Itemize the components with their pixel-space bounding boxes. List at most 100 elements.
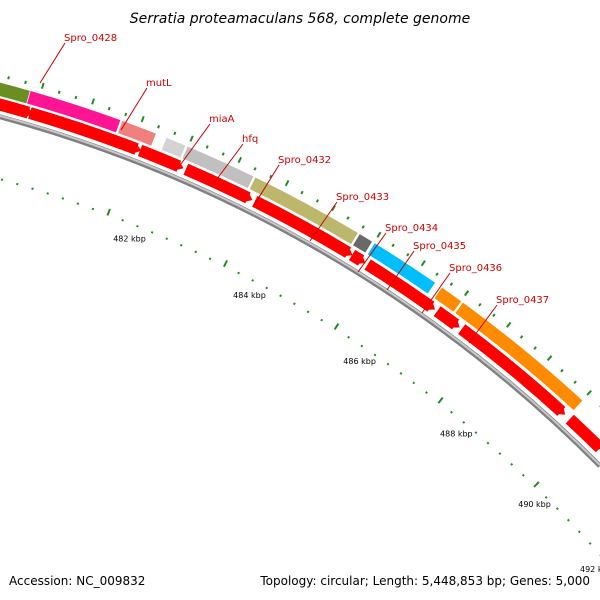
position-tick — [425, 391, 428, 394]
gene-block-spro-0433 — [0, 82, 600, 431]
position-tick — [555, 507, 559, 511]
gc-tick — [189, 135, 194, 142]
position-tick — [486, 441, 490, 445]
genome-summary-text: Topology: circular; Length: 5,448,853 bp… — [260, 574, 590, 588]
position-tick — [360, 344, 364, 348]
gc-tick — [406, 252, 410, 257]
position-tick — [588, 542, 592, 545]
gc-tick — [546, 355, 553, 362]
position-tick — [208, 257, 212, 261]
gene-label-leader — [180, 123, 211, 165]
position-tick — [223, 259, 228, 268]
cds-arrowhead — [342, 245, 353, 257]
cds-arrow — [0, 98, 600, 453]
gc-tick — [124, 112, 128, 117]
gc-tick — [269, 174, 273, 179]
gc-tick — [173, 131, 177, 136]
position-ticks: 482 kbp 484 kbp 486 kbp 488 kbp 490 kbp 492 k… — [0, 178, 600, 574]
cds-track — [0, 98, 600, 453]
gene-label: Spro_0437 — [496, 295, 549, 306]
position-tick — [333, 322, 340, 330]
gc-tick — [533, 346, 537, 350]
position-tick — [320, 318, 324, 322]
position-tick — [179, 243, 183, 247]
gene-block-mutl — [0, 82, 600, 431]
position-tick — [61, 197, 65, 200]
position-tick — [31, 187, 34, 190]
position-tick — [577, 530, 581, 534]
kbp-tick-label: 492 kbp — [580, 565, 600, 574]
position-tick — [91, 207, 95, 211]
cds-arrow — [0, 98, 600, 453]
gene-label-leader — [421, 272, 451, 314]
kbp-tick-label: 484 kbp — [233, 291, 266, 300]
gc-tick — [140, 115, 145, 123]
gc-tick — [7, 76, 10, 80]
position-tick — [533, 481, 540, 488]
gene-label-leader — [468, 304, 498, 344]
position-tick — [567, 518, 570, 522]
position-tick — [306, 310, 310, 314]
gc-tick — [331, 204, 336, 212]
gene-label: hfq — [242, 134, 258, 145]
gene-label-leader — [357, 232, 387, 273]
gc-tick — [284, 180, 290, 187]
kbp-tick-label: 486 kbp — [343, 357, 376, 366]
position-tick — [450, 410, 453, 414]
gc-tick — [573, 380, 577, 385]
gene-label: Spro_0428 — [64, 33, 117, 44]
position-tick — [544, 495, 548, 499]
position-tick — [437, 397, 444, 404]
gc-tick — [478, 302, 482, 307]
position-tick — [106, 208, 111, 216]
gene-label-leader — [39, 42, 66, 84]
gc-tick — [221, 152, 225, 156]
position-tick — [510, 462, 514, 466]
position-tick — [474, 431, 478, 435]
position-tick — [373, 353, 377, 357]
gc-tick — [107, 106, 111, 111]
cds-arrowhead — [555, 404, 566, 415]
gene-label: Spro_0435 — [413, 241, 466, 252]
position-tick — [76, 202, 80, 205]
gc-tick — [346, 216, 350, 220]
gc-tick — [492, 313, 496, 318]
gene-labels: Spro_0428 mutL miaA hfq Spro_0432 Spro_0433 Sp… — [39, 33, 549, 344]
gc-tick-track — [7, 76, 600, 408]
position-tick — [121, 219, 124, 222]
kbp-tick-label: 488 kbp — [440, 430, 473, 439]
position-tick — [399, 372, 403, 375]
position-tick — [136, 224, 139, 228]
gc-tick — [519, 335, 524, 339]
kbp-tick-label: 482 kbp — [113, 235, 146, 244]
position-tick — [16, 182, 19, 186]
gene-label-leader — [252, 164, 280, 208]
position-tick — [150, 231, 154, 234]
position-tick — [165, 237, 169, 241]
gc-tick — [24, 80, 27, 85]
gene-label: Spro_0432 — [278, 155, 331, 166]
position-tick — [293, 302, 296, 306]
gene-label: Spro_0436 — [449, 263, 502, 274]
gc-tick — [74, 95, 78, 100]
gene-label: mutL — [146, 78, 172, 89]
kbp-tick-label: 490 kbp — [518, 500, 551, 509]
cds-arrow — [0, 98, 600, 453]
gc-tick — [560, 368, 564, 373]
gc-tick — [300, 190, 304, 195]
cds-arrowhead — [425, 300, 436, 310]
position-tick — [462, 420, 466, 424]
position-tick — [521, 473, 525, 477]
gene-label-leader — [309, 201, 338, 242]
gc-tick — [506, 321, 512, 328]
gc-tick — [391, 243, 395, 248]
gc-tick — [253, 167, 257, 171]
gc-tick — [435, 272, 439, 277]
gene-label-leader — [213, 143, 244, 184]
gc-tick — [57, 90, 61, 94]
position-tick — [251, 279, 255, 282]
map-title: Serratia proteamaculans 568, complete ge… — [130, 11, 470, 27]
gc-tick — [40, 82, 45, 89]
gc-tick — [361, 225, 365, 229]
